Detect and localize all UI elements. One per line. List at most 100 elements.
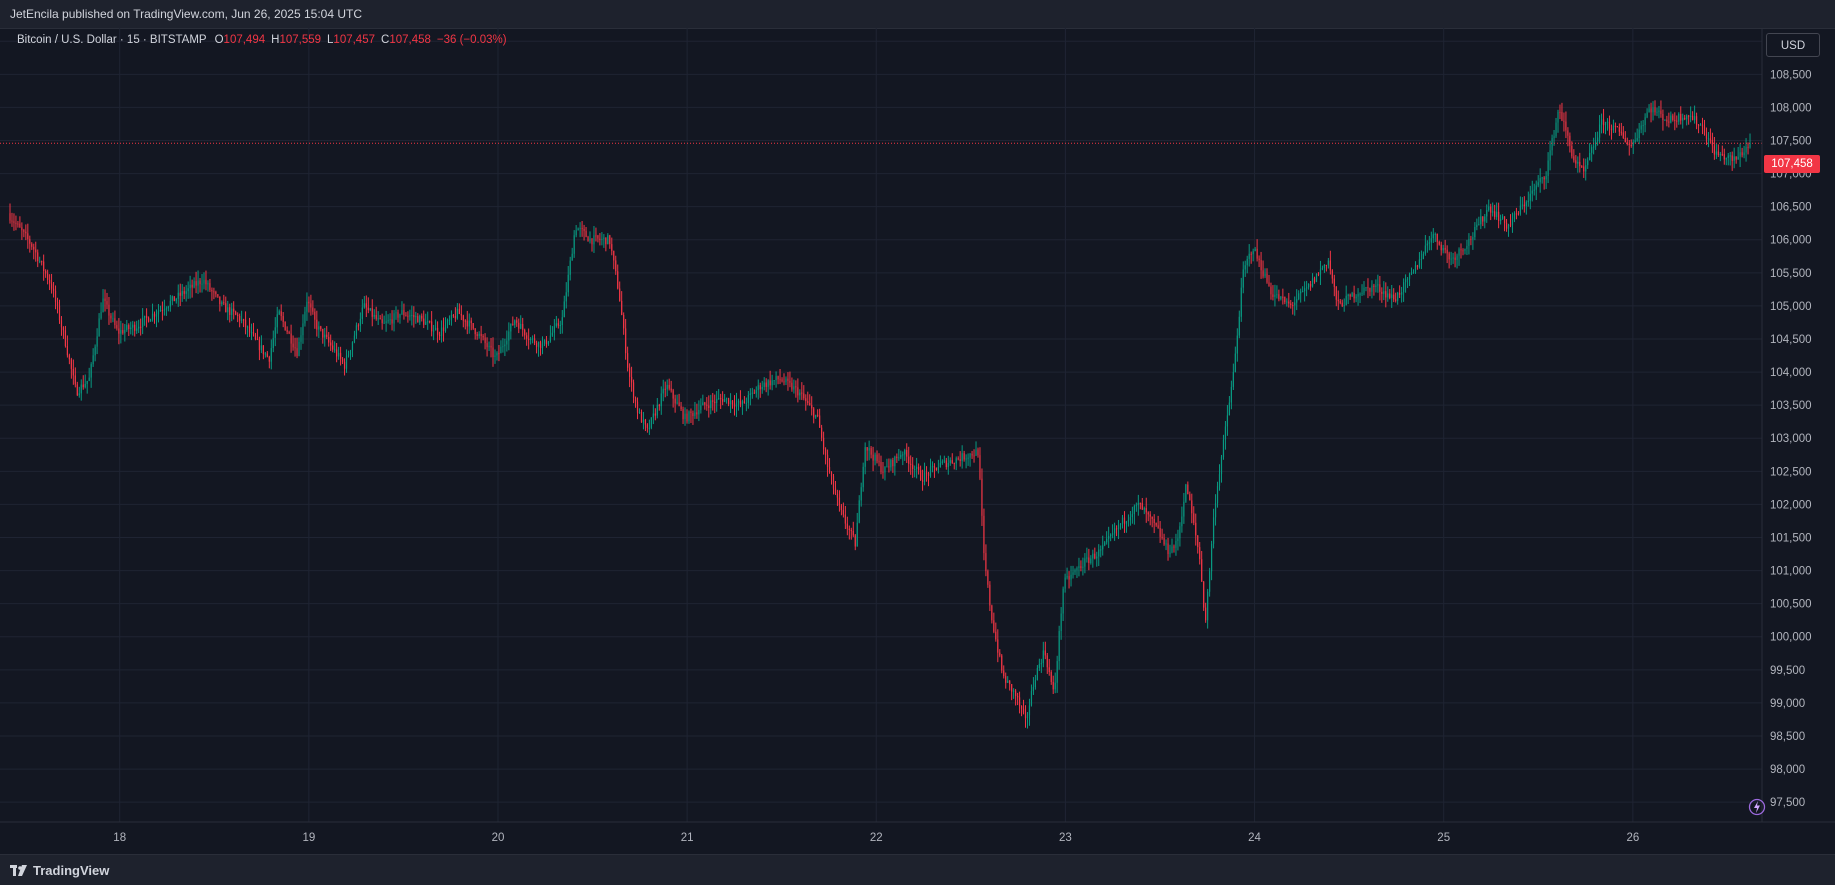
- candle-body: [1294, 302, 1296, 306]
- candle-body: [878, 461, 880, 463]
- candle-body: [241, 319, 243, 321]
- candle-body: [1585, 165, 1587, 172]
- candle-body: [822, 437, 825, 450]
- candle-body: [1515, 213, 1518, 215]
- candle-body: [1046, 655, 1048, 668]
- candle-body: [322, 328, 324, 338]
- candle-body: [1250, 253, 1252, 255]
- candle-body: [886, 466, 888, 468]
- candle-body: [607, 235, 609, 245]
- candle-body: [1256, 248, 1258, 259]
- candle-body: [1537, 182, 1539, 186]
- candle-body: [1561, 111, 1563, 121]
- candle-body: [1153, 518, 1155, 524]
- candle-body: [1618, 127, 1620, 132]
- candle-body: [666, 384, 668, 390]
- candle-body: [138, 326, 140, 329]
- candle-body: [1203, 581, 1205, 608]
- candle-body: [1424, 245, 1426, 254]
- candle-body: [15, 222, 17, 224]
- candle-body: [704, 402, 706, 405]
- candle-body: [1098, 549, 1100, 557]
- candle-body: [1428, 242, 1430, 244]
- candle-body: [1272, 294, 1274, 297]
- candle-body: [490, 345, 492, 348]
- candle-body: [1587, 160, 1589, 166]
- candle-body: [1527, 200, 1529, 203]
- candle-body: [894, 456, 896, 467]
- candle-body: [767, 380, 769, 387]
- lightning-icon[interactable]: [1748, 798, 1766, 816]
- candle-body: [615, 260, 617, 272]
- candle-body: [379, 318, 381, 320]
- candle-body: [92, 355, 94, 365]
- candle-body: [464, 320, 466, 322]
- candle-body: [118, 328, 120, 334]
- candle-body: [801, 392, 803, 394]
- candle-body: [359, 318, 361, 326]
- candle-body: [276, 314, 278, 328]
- candle-body: [650, 417, 652, 428]
- candle-body: [880, 461, 882, 472]
- tradingview-logo[interactable]: TradingView: [10, 863, 109, 878]
- candle-body: [389, 319, 391, 321]
- candle-body: [967, 457, 969, 459]
- candle-body: [712, 400, 714, 402]
- candle-body: [1452, 257, 1454, 259]
- candle-body: [1209, 571, 1211, 592]
- candle-body: [1113, 528, 1116, 534]
- candle-body: [1420, 259, 1423, 261]
- candle-body: [1418, 259, 1421, 268]
- price-tick-label: 101,000: [1770, 566, 1812, 578]
- candle-body: [419, 315, 421, 323]
- candle-body: [405, 315, 407, 317]
- candle-body: [444, 324, 447, 332]
- candle-body: [266, 353, 268, 357]
- candle-body: [868, 448, 870, 451]
- currency-button[interactable]: USD: [1766, 33, 1820, 57]
- candle-body: [632, 382, 635, 398]
- candle-body: [336, 349, 338, 357]
- chart-area[interactable]: 97,500 98,000 98,500 99,000 99,500 100,000 100…: [0, 28, 1835, 854]
- candle-body: [1709, 138, 1712, 141]
- price-chart[interactable]: 97,500 98,000 98,500 99,000 99,500 100,000 100…: [0, 28, 1835, 854]
- candle-body: [132, 324, 134, 328]
- candle-body: [597, 235, 599, 239]
- candle-body: [783, 381, 785, 383]
- candle-body: [1232, 372, 1234, 387]
- candle-body: [1541, 177, 1543, 179]
- candle-body: [1381, 291, 1383, 294]
- candle-body: [173, 296, 175, 302]
- candle-body: [1735, 156, 1737, 160]
- candle-body: [1331, 270, 1333, 279]
- candle-body: [1201, 559, 1203, 582]
- candle-body: [1707, 138, 1710, 140]
- candle-body: [1191, 500, 1193, 514]
- candle-body: [1717, 151, 1719, 156]
- candle-body: [1458, 249, 1460, 256]
- candle-body: [1539, 178, 1541, 183]
- candle-body: [870, 448, 872, 455]
- candle-body: [433, 330, 435, 332]
- candle-body: [1596, 137, 1599, 142]
- candle-body: [1284, 297, 1286, 303]
- candle-body: [1369, 287, 1371, 292]
- candle-body: [1509, 224, 1512, 226]
- candle-body: [1693, 116, 1696, 121]
- candle-body: [423, 318, 425, 325]
- candle-body: [805, 398, 807, 402]
- candle-body: [183, 291, 185, 294]
- candle-body: [1311, 278, 1314, 287]
- candle-body: [470, 320, 472, 324]
- candle-body: [925, 472, 928, 474]
- candle-body: [929, 467, 932, 476]
- candle-body: [969, 453, 971, 458]
- candle-body: [96, 336, 98, 347]
- candle-body: [999, 652, 1001, 656]
- candle-body: [1543, 177, 1545, 180]
- candle-body: [838, 497, 841, 506]
- candle-body: [334, 349, 336, 351]
- candle-body: [874, 454, 876, 461]
- candle-body: [298, 341, 300, 356]
- candle-body: [722, 399, 724, 402]
